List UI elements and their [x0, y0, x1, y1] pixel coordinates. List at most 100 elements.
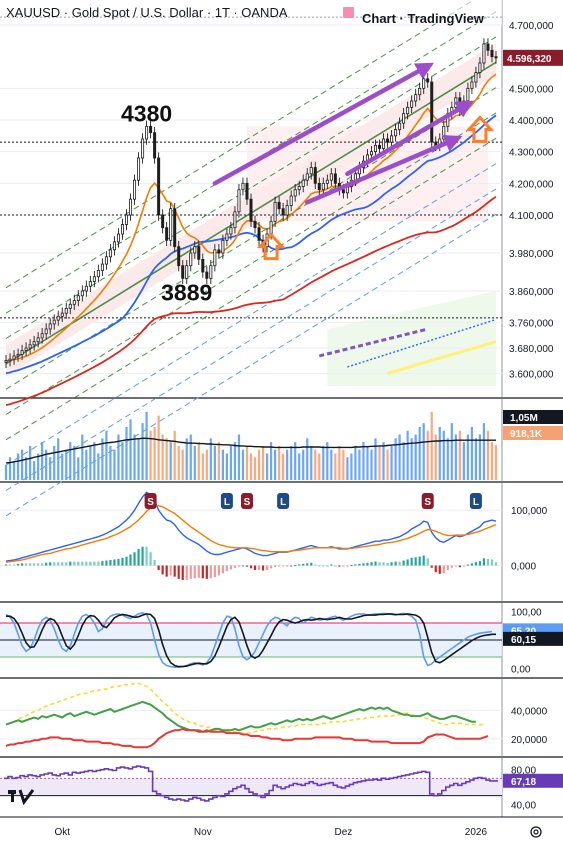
volume-bar — [486, 430, 490, 480]
volume-bar — [57, 438, 60, 480]
volume-bar — [273, 449, 277, 480]
volume-bar — [398, 434, 401, 480]
candle — [173, 208, 177, 248]
candle — [44, 328, 48, 335]
volume-bar — [193, 445, 196, 480]
volume-bar — [153, 426, 156, 480]
macd-histogram-bar — [386, 562, 389, 566]
volume-bar — [65, 449, 68, 480]
candle — [104, 256, 108, 265]
candle — [293, 189, 297, 197]
volume-last-label: 918,1K — [510, 429, 543, 440]
volume-bar — [418, 426, 421, 480]
macd-histogram-bar — [358, 563, 361, 566]
macd-histogram-bar — [153, 560, 156, 566]
macd-histogram-bar — [149, 552, 152, 566]
candle — [197, 246, 201, 260]
volume-bar — [374, 438, 377, 480]
volume-bar — [41, 442, 44, 480]
candle — [149, 125, 153, 134]
volume-bar — [458, 430, 461, 480]
stoch-d-badge — [503, 631, 563, 646]
chart-title: XAUUSD · Gold Spot / U.S. Dollar · 1T · … — [6, 5, 288, 20]
macd-histogram-bar — [378, 562, 381, 566]
macd-histogram-bar — [49, 562, 52, 566]
purple-dashed-line — [318, 327, 429, 358]
candle — [185, 265, 189, 279]
macd-histogram-bar — [237, 565, 241, 567]
di-plus-line — [5, 700, 476, 733]
stochastic-pane: 100,000,0065,2060,15 — [0, 608, 563, 675]
volume-bar — [386, 449, 389, 480]
macd-histogram-bar — [286, 565, 289, 567]
signal-label: L — [473, 497, 479, 508]
macd-histogram-bar — [97, 561, 100, 566]
volume-bar — [45, 449, 48, 480]
volume-bar — [466, 434, 469, 480]
candle — [72, 300, 76, 305]
volume-bar — [257, 449, 261, 480]
dmi-tick-label: 20,0000 — [511, 735, 548, 746]
candle — [112, 241, 116, 251]
macd-histogram-bar — [173, 565, 176, 577]
candle — [100, 263, 104, 271]
candle — [40, 333, 44, 339]
brand-watermark: Chart · TradingView — [362, 11, 485, 26]
stoch-k-line — [5, 611, 493, 668]
volume-bar — [370, 449, 373, 480]
candle — [466, 87, 470, 102]
macd-histogram-bar — [482, 558, 486, 566]
macd-histogram-bar — [29, 563, 32, 566]
macd-histogram-bar — [269, 565, 273, 569]
candle — [285, 205, 289, 216]
logo-v — [18, 789, 35, 806]
macd-histogram-bar — [177, 565, 180, 579]
macd-histogram-bar — [257, 565, 261, 570]
macd-histogram-bar — [213, 565, 216, 578]
volume-bar — [430, 411, 433, 480]
orange-up-arrow — [465, 115, 495, 143]
macd-histogram-bar — [454, 565, 457, 567]
volume-bar — [414, 434, 417, 480]
macd-tick-label: 100,000 — [511, 506, 548, 517]
candle — [418, 87, 422, 96]
volume-bar — [217, 442, 220, 480]
volume-bar — [362, 442, 365, 480]
macd-histogram-bar — [298, 564, 301, 566]
candle — [341, 189, 345, 194]
candle — [116, 233, 120, 243]
candle — [137, 157, 141, 181]
macd-histogram-bar — [157, 565, 160, 570]
volume-bar — [278, 445, 281, 480]
macd-histogram-bar — [366, 562, 369, 566]
candle — [273, 201, 277, 222]
candle — [297, 186, 301, 191]
candle — [398, 122, 402, 130]
macd-histogram-bar — [185, 565, 188, 580]
macd-histogram-bar — [306, 563, 309, 566]
volume-bar — [29, 445, 32, 480]
macd-histogram-bar — [490, 559, 494, 566]
volume-bar — [73, 445, 76, 480]
macd-histogram-bar — [129, 554, 132, 566]
candle — [16, 353, 20, 357]
volume-bar — [442, 430, 445, 480]
gear-center — [533, 829, 539, 835]
candle — [56, 315, 60, 321]
volume-bar — [318, 453, 321, 480]
macd-histogram-bar — [346, 565, 349, 567]
price-tick-label: 3.680,000 — [509, 344, 554, 355]
macd-histogram-bar — [446, 565, 449, 570]
volume-bar — [261, 445, 265, 480]
macd-histogram-bar — [390, 562, 393, 566]
macd-histogram-bar — [261, 565, 265, 571]
candle — [317, 182, 321, 191]
volume-bar — [145, 411, 148, 480]
macd-histogram-bar — [294, 564, 297, 566]
candle — [129, 198, 133, 216]
candle — [382, 138, 386, 149]
price-pane: 4380 3889 4.700,000 4.500,000 4.400,000 4.300… — [0, 0, 563, 517]
settings-gear-icon[interactable] — [530, 826, 542, 838]
volume-bar — [12, 461, 16, 480]
